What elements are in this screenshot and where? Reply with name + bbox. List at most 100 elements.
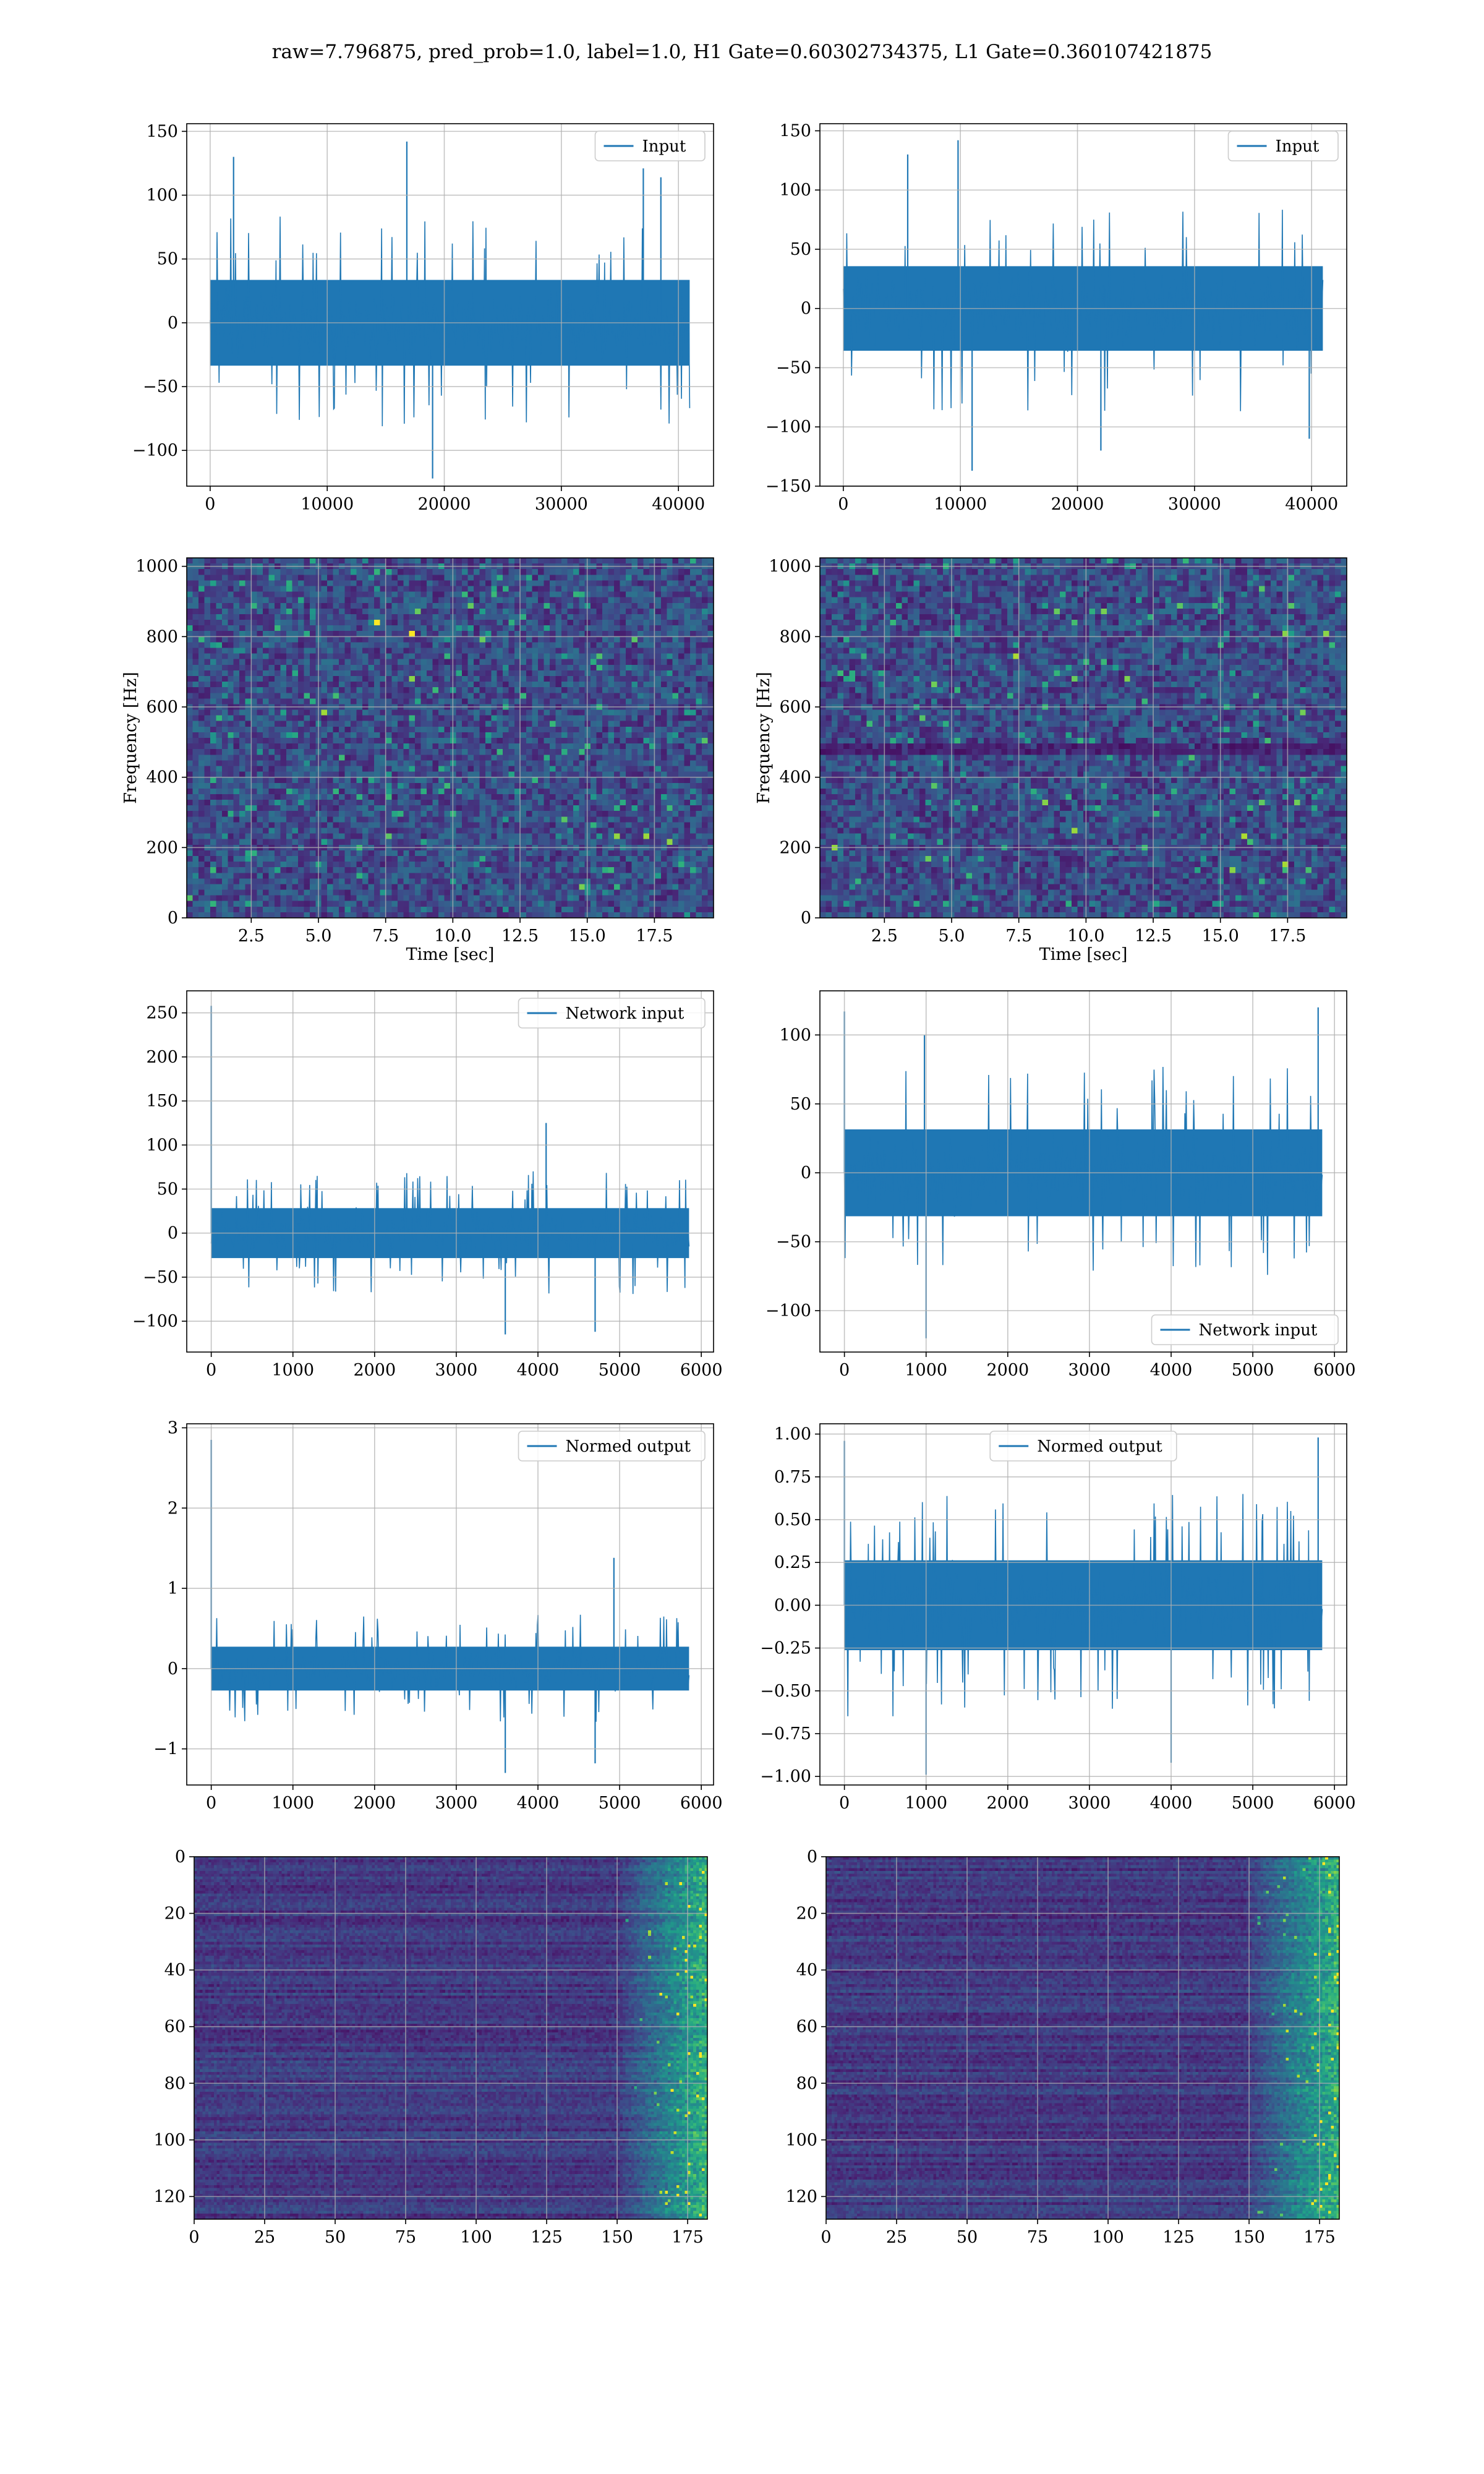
x-tick-label: 40000	[1285, 495, 1338, 514]
heatmap-image	[826, 1857, 1339, 2219]
x-tick-label: 0	[189, 2228, 199, 2247]
x-tick-label: 10000	[301, 495, 354, 514]
y-tick-label: 2	[168, 1499, 178, 1518]
y-tick-label: 100	[146, 1136, 178, 1155]
y-tick-label: 50	[157, 250, 178, 269]
x-tick-label: 25	[886, 2228, 907, 2247]
x-tick-label: 6000	[1313, 1361, 1356, 1380]
chart-panel-spectrogram-h1: 2.5 5.0 7.5 10.0 12.5 15.0 17.5 0 200 400 600 800 10…	[121, 557, 714, 964]
y-axis-label: Frequency [Hz]	[121, 672, 140, 803]
chart-panel-activation-map-l1: 0 25 50 75 100 125 150 175 0 20 40 60 80 100 120	[785, 1847, 1340, 2247]
x-tick-label: 50	[325, 2228, 346, 2247]
x-tick-label: 100	[1092, 2228, 1124, 2247]
x-tick-label: 10.0	[1067, 927, 1104, 946]
legend-label: Network input	[1199, 1321, 1318, 1340]
y-tick-label: 200	[146, 838, 178, 857]
x-tick-label: 100	[460, 2228, 492, 2247]
x-tick-label: 0	[838, 495, 848, 514]
x-tick-label: 3000	[435, 1361, 478, 1380]
y-tick-label: 250	[146, 1004, 178, 1023]
legend-label: Network input	[566, 1004, 684, 1023]
x-tick-label: 1000	[271, 1794, 314, 1813]
y-tick-label: 100	[779, 1025, 811, 1045]
legend: Normed output	[518, 1431, 706, 1462]
y-tick-label: 150	[146, 122, 178, 141]
x-tick-label: 7.5	[372, 927, 399, 946]
x-tick-label: 3000	[1068, 1361, 1111, 1380]
chart-panel-spectrogram-l1: 2.5 5.0 7.5 10.0 12.5 15.0 17.5 0 200 400 600 800 10…	[754, 557, 1347, 964]
chart-panel-activation-map-h1: 0 25 50 75 100 125 150 175 0 20 40 60 80 100 120	[153, 1847, 708, 2247]
x-tick-label: 5000	[599, 1794, 641, 1813]
y-tick-label: 20	[164, 1904, 186, 1924]
y-tick-label: 60	[796, 2018, 817, 2037]
axes-frame	[825, 1856, 1340, 2220]
x-axis-label: Time [sec]	[406, 945, 495, 964]
y-tick-label: 800	[146, 627, 178, 646]
legend: Network input	[1151, 1314, 1339, 1345]
legend-box	[518, 1431, 706, 1462]
legend-label: Input	[642, 137, 686, 156]
figure-title: raw=7.796875, pred_prob=1.0, label=1.0, …	[271, 41, 1213, 63]
x-tick-label: 75	[395, 2228, 416, 2247]
y-tick-label: −0.50	[760, 1682, 811, 1701]
axes-frame	[819, 1423, 1347, 1786]
y-tick-label: −0.25	[760, 1639, 811, 1658]
y-tick-label: 40	[164, 1961, 186, 1980]
chart-panel-normed-output-l1: 0 1000 2000 3000 4000 5000 6000 −1.00 −0.75 −0.50…	[760, 1423, 1356, 1813]
x-tick-label: 6000	[680, 1361, 723, 1380]
x-tick-label: 2000	[986, 1361, 1029, 1380]
y-tick-label: 0	[168, 1224, 178, 1243]
x-tick-label: 3000	[435, 1794, 478, 1813]
x-tick-label: 0	[821, 2228, 831, 2247]
legend-box	[518, 998, 706, 1029]
y-tick-label: 100	[779, 181, 811, 200]
x-tick-label: 1000	[905, 1361, 947, 1380]
x-tick-label: 2000	[986, 1794, 1029, 1813]
x-axis-label: Time [sec]	[1039, 945, 1128, 964]
axes-frame	[194, 1856, 708, 2220]
legend: Normed output	[989, 1431, 1177, 1462]
y-tick-label: −50	[143, 1268, 178, 1287]
y-tick-label: −50	[776, 1233, 811, 1252]
y-tick-label: 0.50	[774, 1510, 811, 1530]
y-tick-label: 40	[796, 1961, 817, 1980]
y-tick-label: 100	[153, 2131, 186, 2150]
x-tick-label: 4000	[517, 1361, 560, 1380]
y-tick-label: 600	[146, 698, 178, 717]
y-tick-label: 120	[153, 2187, 186, 2206]
legend: Input	[594, 131, 706, 161]
legend-box	[1151, 1314, 1339, 1345]
y-tick-label: 1	[168, 1579, 178, 1598]
axes-frame	[186, 1423, 714, 1786]
legend: Input	[1227, 131, 1339, 161]
y-tick-label: 1.00	[774, 1425, 811, 1444]
x-tick-label: 175	[1303, 2228, 1336, 2247]
heatmap-image	[187, 558, 714, 918]
x-tick-label: 5000	[599, 1361, 641, 1380]
x-tick-label: 30000	[535, 495, 588, 514]
legend-label: Normed output	[1037, 1437, 1162, 1456]
x-tick-label: 25	[254, 2228, 275, 2247]
legend-label: Normed output	[566, 1437, 691, 1456]
y-tick-label: 50	[790, 1095, 811, 1114]
y-tick-label: 60	[164, 2018, 186, 2037]
y-tick-label: 0.25	[774, 1553, 811, 1572]
y-tick-label: 100	[146, 186, 178, 205]
x-tick-label: 150	[1233, 2228, 1265, 2247]
y-axis-label: Frequency [Hz]	[754, 672, 774, 803]
y-tick-label: 80	[796, 2074, 817, 2093]
y-tick-label: 0	[168, 314, 178, 333]
y-tick-label: −100	[132, 441, 178, 460]
x-tick-label: 2000	[353, 1794, 396, 1813]
x-tick-label: 10000	[934, 495, 987, 514]
heatmap-image	[194, 1857, 707, 2219]
x-tick-label: 4000	[1150, 1794, 1193, 1813]
y-tick-label: −100	[132, 1312, 178, 1331]
chart-panel-input-h1: 0 10000 20000 30000 40000 −100 −50 0 50 100 150 Inp…	[132, 122, 714, 514]
y-tick-label: 3	[168, 1418, 178, 1437]
y-tick-label: −100	[765, 417, 811, 437]
y-tick-label: 0	[801, 909, 811, 928]
y-tick-label: −0.75	[760, 1724, 811, 1744]
y-tick-label: 0	[807, 1847, 817, 1867]
legend-box	[594, 131, 706, 161]
